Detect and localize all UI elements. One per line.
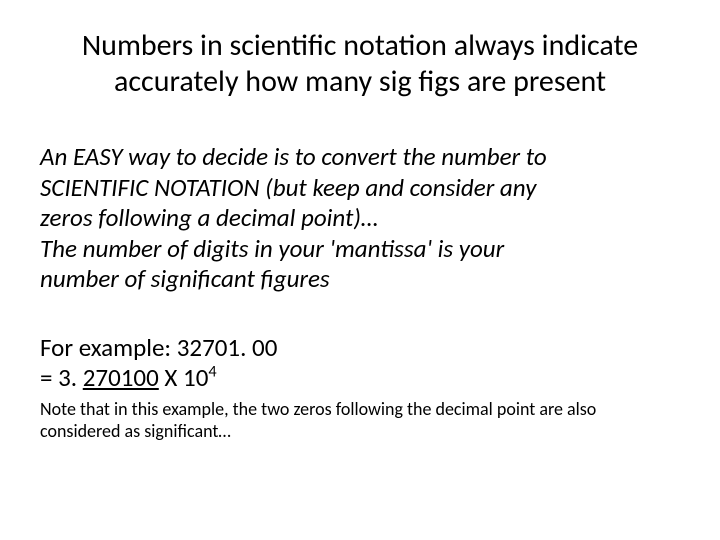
body-line-4: The number of digits in your 'mantissa' … bbox=[40, 233, 504, 264]
title-line-2: accurately how many sig figs are present bbox=[114, 63, 606, 100]
example-eq-prefix: = 3. bbox=[40, 362, 83, 393]
example-line-1: For example: 32701. 00 bbox=[40, 332, 277, 363]
example-eq-mid: X 10 bbox=[159, 362, 209, 393]
body-line-1: An EASY way to decide is to convert the … bbox=[40, 141, 547, 172]
slide-title: Numbers in scientific notation always in… bbox=[40, 28, 680, 100]
body-line-5: number of significant figures bbox=[40, 263, 330, 294]
title-line-1: Numbers in scientific notation always in… bbox=[82, 27, 638, 64]
note-line-1: Note that in this example, the two zeros… bbox=[40, 398, 596, 420]
example-eq-exponent: 4 bbox=[208, 363, 216, 382]
example-eq-underlined: 270100 bbox=[83, 362, 159, 393]
note-text: Note that in this example, the two zeros… bbox=[40, 398, 680, 443]
body-line-2: SCIENTIFIC NOTATION (but keep and consid… bbox=[40, 172, 536, 203]
body-text: An EASY way to decide is to convert the … bbox=[40, 142, 680, 295]
note-line-2: considered as significant… bbox=[40, 420, 231, 442]
example-text: For example: 32701. 00 = 3. 270100 X 104 bbox=[40, 333, 680, 394]
body-line-3: zeros following a decimal point)… bbox=[40, 202, 378, 233]
